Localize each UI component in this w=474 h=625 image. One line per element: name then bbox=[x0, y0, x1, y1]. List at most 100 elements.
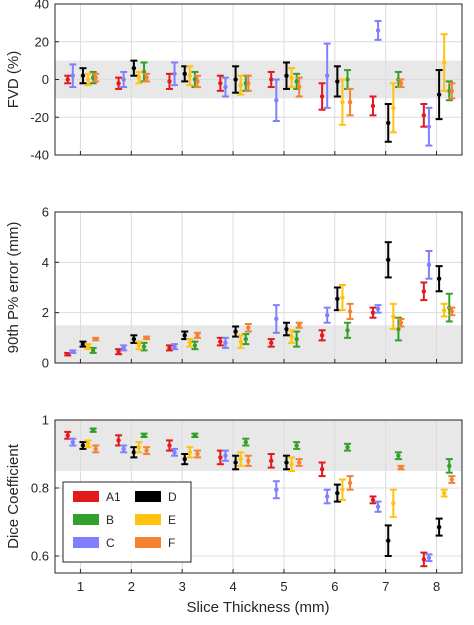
shaded-band bbox=[55, 325, 462, 363]
data-point bbox=[223, 340, 228, 346]
series-C bbox=[69, 250, 433, 354]
error-bar-C bbox=[69, 63, 77, 89]
error-bar-F bbox=[244, 322, 252, 333]
error-bar-B bbox=[293, 330, 301, 348]
data-point bbox=[223, 453, 228, 458]
data-point bbox=[370, 310, 376, 315]
x-tick-label: 6 bbox=[331, 579, 338, 594]
data-point bbox=[386, 538, 391, 543]
error-bar-C bbox=[272, 480, 280, 500]
error-bar-D bbox=[333, 483, 341, 503]
error-bar-A1 bbox=[420, 551, 428, 568]
error-bar-F bbox=[448, 82, 456, 100]
error-bar-B bbox=[394, 451, 402, 461]
data-point bbox=[347, 99, 353, 105]
data-point bbox=[398, 81, 404, 86]
data-point bbox=[426, 124, 432, 129]
error-bar-E bbox=[440, 302, 448, 318]
legend-label-F: F bbox=[168, 536, 175, 550]
data-point bbox=[218, 339, 223, 344]
data-point bbox=[141, 344, 147, 349]
data-point bbox=[187, 340, 193, 346]
error-bar-F bbox=[346, 87, 354, 117]
error-bar-A1 bbox=[369, 306, 377, 319]
data-point bbox=[375, 504, 381, 509]
data-point bbox=[449, 309, 455, 314]
error-bar-A1 bbox=[165, 72, 173, 90]
error-bar-F bbox=[295, 321, 303, 329]
error-bar-E bbox=[338, 78, 346, 126]
error-bar-C bbox=[425, 553, 433, 563]
data-point bbox=[233, 460, 238, 465]
error-bar-C bbox=[120, 70, 128, 89]
error-bar-A1 bbox=[267, 453, 275, 469]
error-bar-C bbox=[323, 306, 331, 324]
error-bar-E bbox=[84, 343, 92, 351]
y-axis-title: 90th P% error (mm) bbox=[5, 222, 22, 354]
error-bar-B bbox=[344, 321, 352, 339]
data-point bbox=[70, 439, 76, 445]
error-bar-C bbox=[272, 78, 280, 123]
data-point bbox=[90, 348, 96, 353]
error-bar-B bbox=[344, 442, 352, 452]
error-bar-E bbox=[186, 338, 194, 348]
x-axis-title: Slice Thickness (mm) bbox=[186, 599, 329, 616]
data-point bbox=[294, 336, 299, 342]
data-point bbox=[65, 77, 70, 82]
data-point bbox=[289, 334, 294, 339]
error-bar-A1 bbox=[369, 95, 377, 117]
x-tick-label: 7 bbox=[382, 579, 389, 594]
y-tick-label: 0 bbox=[42, 356, 49, 371]
data-point bbox=[345, 328, 350, 333]
data-point bbox=[436, 92, 442, 97]
y-tick-label: 4 bbox=[42, 255, 49, 270]
legend-swatch-C bbox=[73, 537, 99, 548]
error-bar-F bbox=[92, 444, 100, 454]
legend-label-B: B bbox=[106, 513, 114, 527]
error-bar-A1 bbox=[115, 348, 123, 356]
error-bar-E bbox=[237, 74, 245, 96]
series-E bbox=[84, 283, 448, 351]
error-bar-F bbox=[346, 475, 354, 491]
data-point bbox=[449, 88, 455, 94]
error-bar-F bbox=[295, 458, 303, 467]
error-bar-D bbox=[333, 65, 341, 98]
axes-frame bbox=[54, 211, 463, 364]
data-point bbox=[297, 84, 302, 90]
data-point bbox=[274, 98, 279, 103]
data-point bbox=[243, 336, 248, 342]
error-bar-F bbox=[143, 446, 151, 455]
data-point bbox=[192, 343, 198, 348]
x-tick-label: 8 bbox=[433, 579, 440, 594]
error-bar-C bbox=[323, 42, 331, 109]
y-tick-label: 1 bbox=[42, 413, 49, 428]
error-bar-E bbox=[84, 72, 92, 87]
error-bar-A1 bbox=[267, 70, 275, 89]
panels: -40 -20 0 20 40 FVD (%) 0 2 4 6 90th P% error (mm)… bbox=[5, 0, 463, 594]
data-point bbox=[284, 73, 289, 78]
error-bar-C bbox=[221, 449, 229, 462]
error-bar-E bbox=[237, 451, 245, 467]
data-point bbox=[370, 103, 376, 109]
data-point bbox=[238, 82, 243, 88]
data-point bbox=[324, 73, 330, 78]
data-point bbox=[335, 296, 340, 302]
data-point bbox=[238, 339, 243, 344]
error-bar-E bbox=[186, 446, 194, 459]
error-bar-C bbox=[120, 444, 128, 454]
data-point bbox=[246, 81, 251, 86]
error-bar-C bbox=[323, 488, 331, 505]
data-point bbox=[80, 443, 86, 448]
error-bar-F bbox=[92, 72, 100, 83]
legend-swatch-F bbox=[135, 537, 161, 548]
data-point bbox=[116, 349, 121, 354]
data-point bbox=[141, 433, 147, 438]
error-bar-A1 bbox=[165, 344, 173, 352]
legend-swatch-E bbox=[135, 514, 161, 525]
data-point bbox=[421, 557, 427, 562]
data-point bbox=[324, 312, 330, 318]
error-bar-C bbox=[272, 304, 280, 334]
error-bar-A1 bbox=[420, 281, 428, 302]
error-bar-F bbox=[448, 475, 456, 484]
